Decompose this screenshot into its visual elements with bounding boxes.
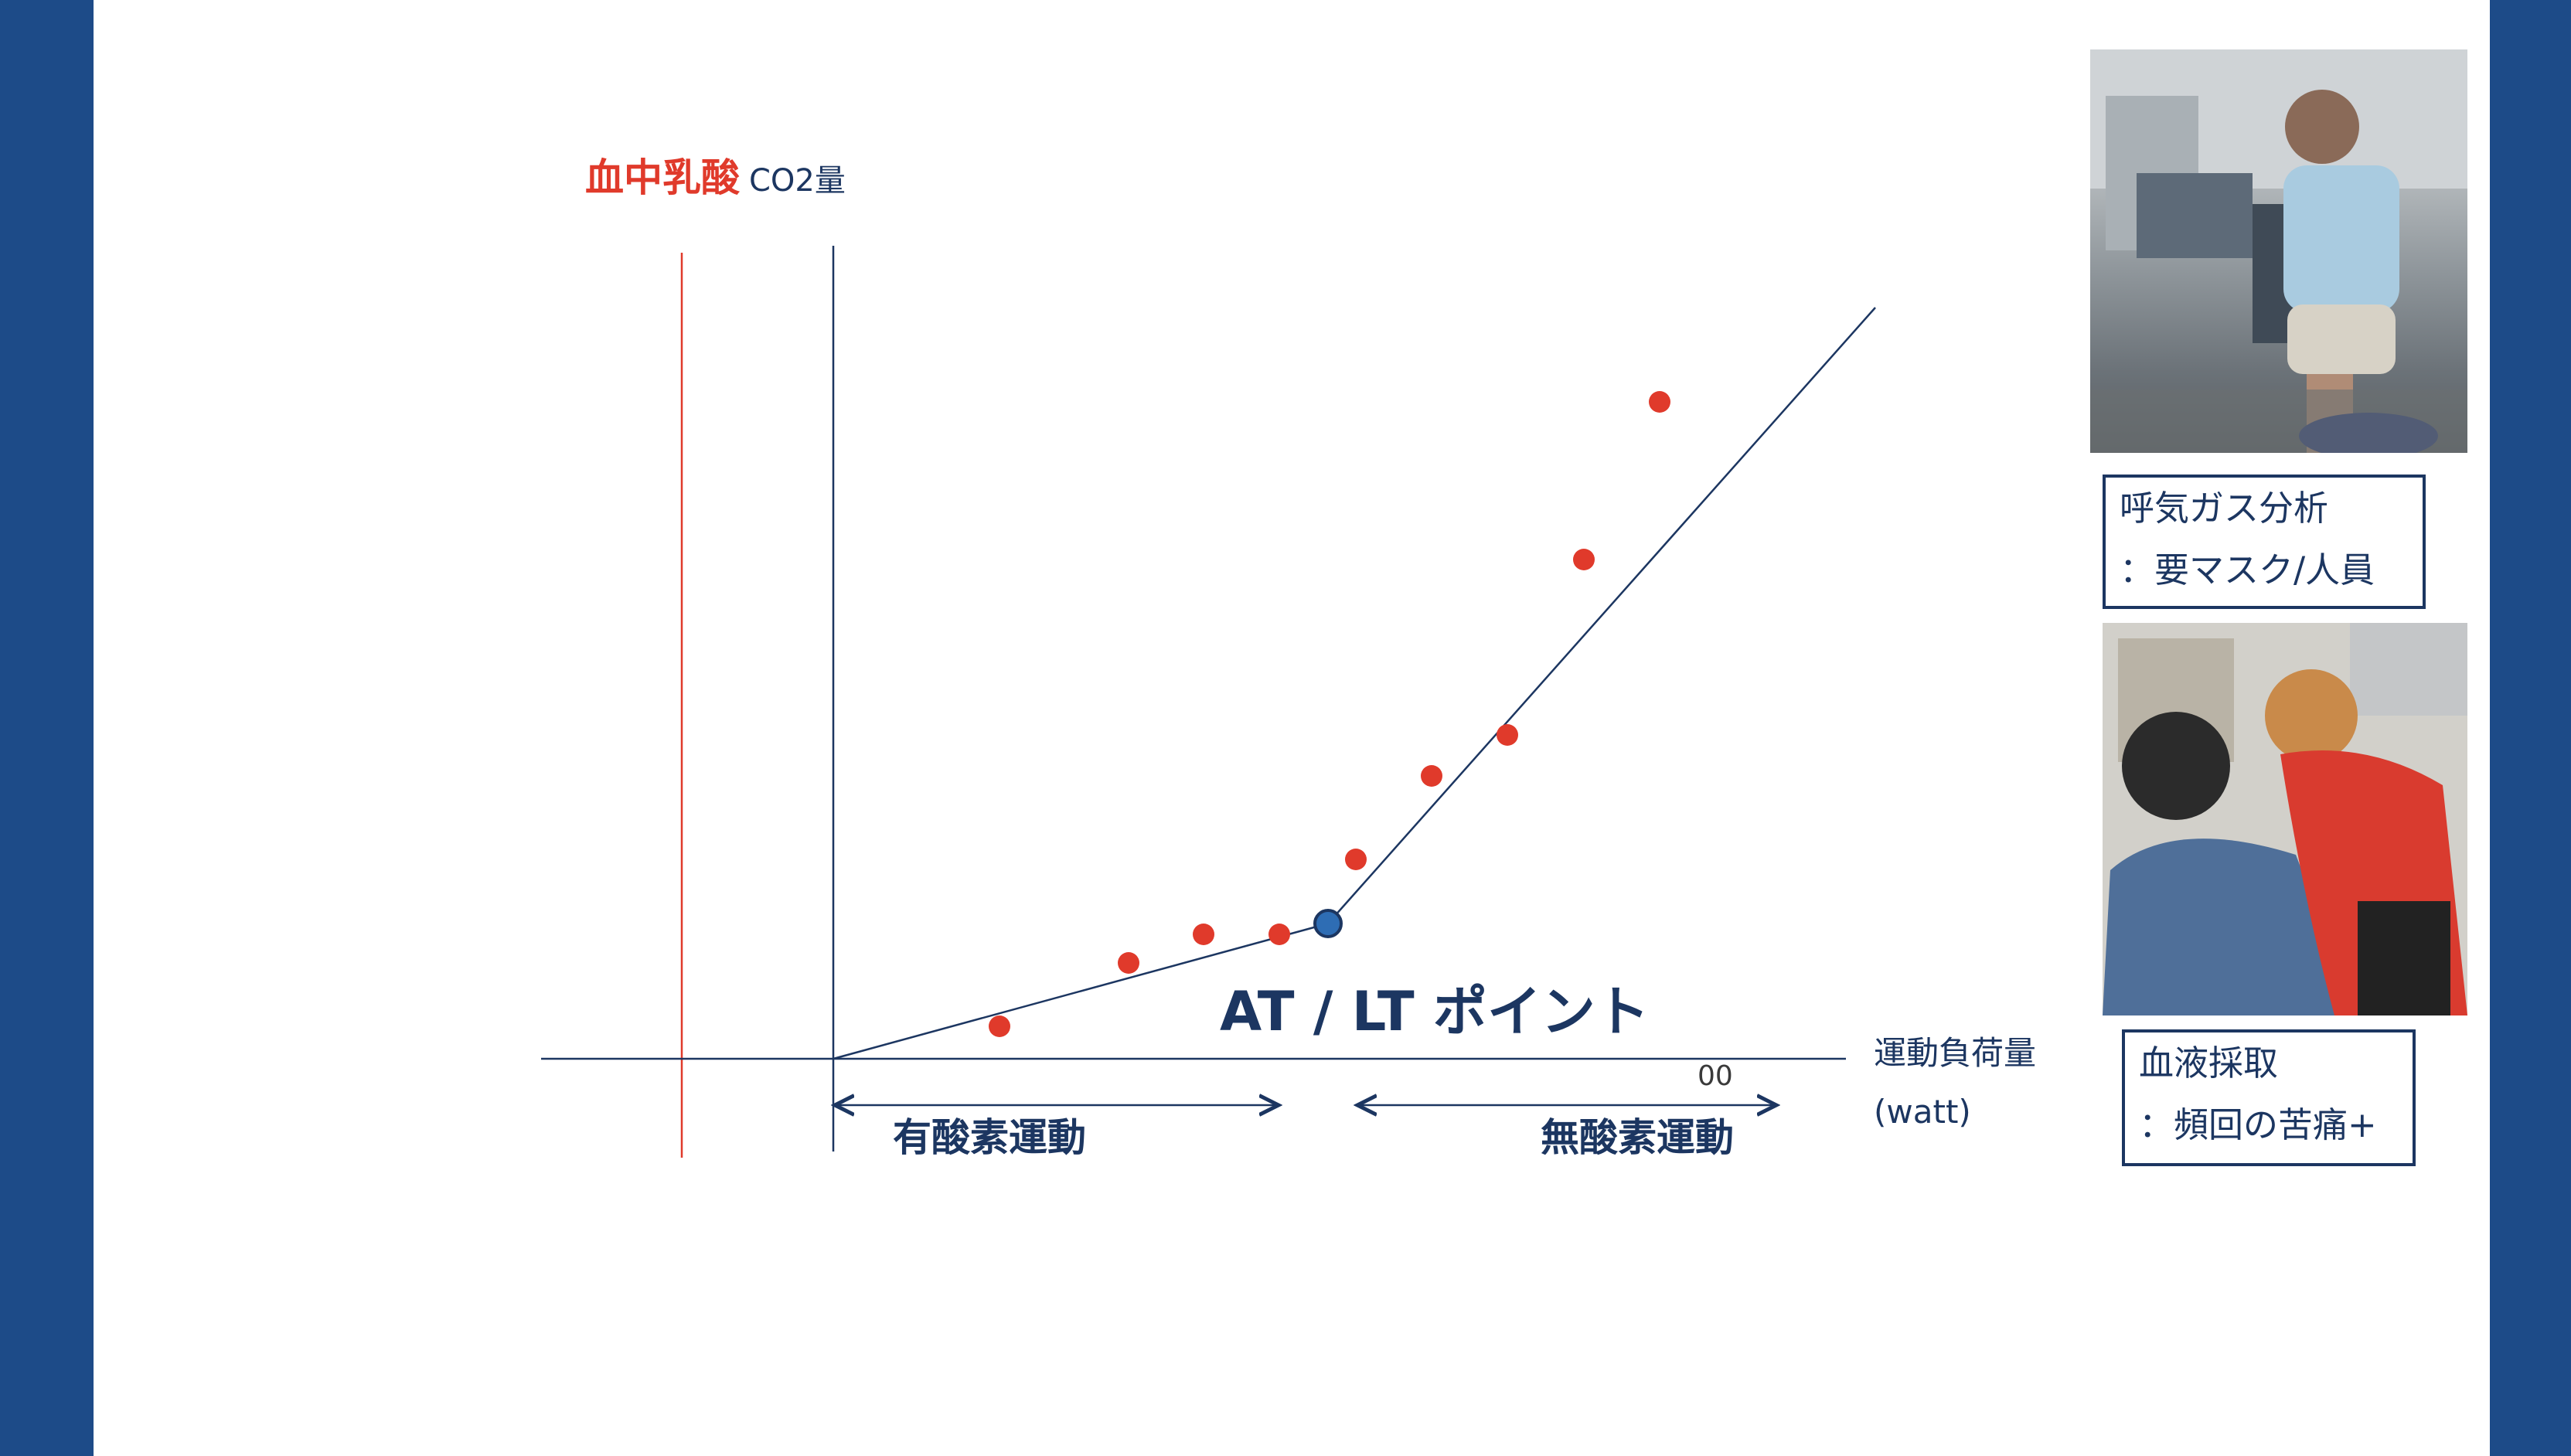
x-axis-label: 運動負荷量 (watt)	[1874, 1024, 2036, 1141]
data-point	[989, 1015, 1010, 1037]
y-axis-label-lactate: 血中乳酸	[585, 155, 740, 200]
y-axis-label-co2: CO2量	[749, 163, 846, 199]
aerobic-zone-label: 有酸素運動	[893, 1115, 1086, 1160]
data-point	[1193, 924, 1214, 945]
data-point	[1497, 724, 1518, 746]
x-axis-label-line2: (watt)	[1874, 1093, 1971, 1131]
expired-gas-caption-note: ：要マスク/人員	[2120, 549, 2375, 590]
data-point	[1118, 952, 1139, 974]
blood-sampling-photo	[2103, 623, 2467, 1015]
x-axis-tick: 00	[1698, 1060, 1733, 1092]
slide-border-right	[2490, 0, 2571, 1456]
slide-border-left	[0, 0, 94, 1456]
blood-sampling-caption: 血液採取 ：頻回の苦痛+	[2122, 1029, 2416, 1166]
at-lt-threshold-point	[1313, 909, 1343, 938]
expired-gas-caption-title: 呼気ガス分析	[2120, 488, 2329, 529]
aerobic-trend-line	[833, 922, 1329, 1060]
x-axis-label-line1: 運動負荷量	[1874, 1034, 2037, 1072]
y-axis-label: 血中乳酸 CO2量	[585, 147, 846, 202]
anaerobic-trend-line	[1327, 307, 1876, 924]
data-point	[1573, 549, 1595, 570]
data-point	[1268, 924, 1290, 945]
blood-sampling-caption-title: 血液採取	[2139, 1043, 2279, 1083]
data-point	[1421, 765, 1442, 787]
at-lt-point-label: AT / LT ポイント	[1220, 980, 1650, 1043]
expired-gas-test-photo	[2090, 49, 2467, 453]
data-point	[1649, 391, 1670, 413]
blood-sampling-caption-note: ：頻回の苦痛+	[2139, 1104, 2377, 1145]
anaerobic-zone-label: 無酸素運動	[1541, 1115, 1734, 1160]
data-point	[1345, 849, 1367, 870]
expired-gas-caption: 呼気ガス分析 ：要マスク/人員	[2103, 475, 2426, 609]
